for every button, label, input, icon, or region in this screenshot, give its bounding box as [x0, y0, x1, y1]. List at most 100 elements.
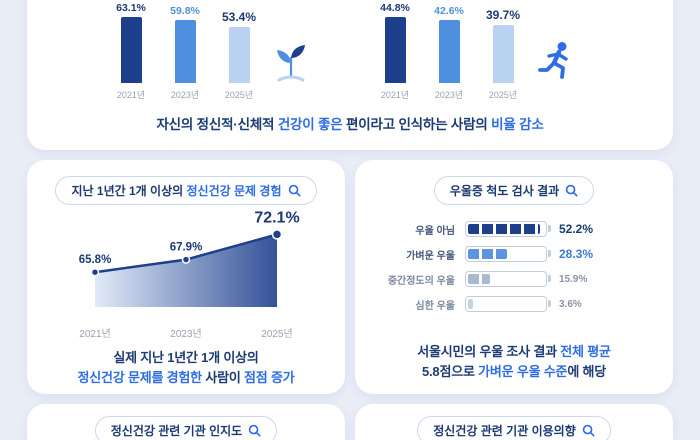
battery-fill: [468, 274, 490, 284]
text-segment: 정신건강 관련 기관 이용의향: [433, 424, 576, 438]
bar: [228, 27, 250, 83]
depression-caption: 서울시민의 우울 조사 결과 전체 평균 5.8점으로 가벼운 우울 수준에 해…: [417, 342, 611, 382]
text-segment: 정신건강 문제 경험: [186, 184, 282, 198]
depression-caption-line1: 서울시민의 우울 조사 결과 전체 평균: [417, 342, 611, 362]
bar-value-label: 63.1%: [116, 2, 146, 14]
magnifier-icon: [288, 184, 301, 197]
battery-gauge: [465, 246, 551, 262]
battery-gauge: [465, 296, 551, 312]
depression-card: 우울증 척도 검사 결과 우울 아님 52.2% 가벼운 우울 28.3% 중간정도의 …: [355, 160, 673, 394]
text-segment: 사람이: [201, 370, 245, 386]
usage-intent-card: 정신건강 관련 기관 이용의향: [355, 404, 673, 440]
battery-fill: [468, 224, 541, 234]
text-segment: 5.8점으로: [421, 363, 479, 379]
area-chart-svg: 65.8% 2021년 67.9% 2023년 72.1% 2025년: [79, 209, 300, 340]
battery-gauge: [465, 271, 551, 287]
text-segment: 자신의 정신적·신체적: [156, 117, 278, 132]
depression-scale-rows: 우울 아님 52.2% 가벼운 우울 28.3% 중간정도의 우울 15.9% 심한 우울 3…: [369, 221, 659, 312]
bar-value-label: 59.8%: [170, 5, 200, 17]
bar-category-label: 2023년: [170, 90, 200, 100]
bar-column: 42.6% 2023년: [429, 5, 469, 101]
scale-label: 우울 아님: [415, 225, 455, 237]
mental-health-bar-chart: 63.1% 2021년 59.8% 2023년 53.4% 2025년: [111, 2, 259, 101]
bar-category-label: 2021년: [380, 90, 410, 100]
bar-value-label: 39.7%: [485, 8, 521, 22]
awareness-card: 정신건강 관련 기관 인지도: [27, 404, 345, 440]
experience-trend-chart: 65.8% 2021년 67.9% 2023년 72.1% 2025년: [47, 209, 325, 348]
experience-caption-line1: 실제 지난 1년간 1개 이상의: [78, 348, 295, 368]
text-segment: 에 해당: [567, 363, 607, 379]
usage-intent-card-title: 정신건강 관련 기관 이용의향: [417, 416, 611, 440]
depression-card-title-text: 우울증 척도 검사 결과: [450, 182, 559, 199]
depression-scale-row: 심한 우울 3.6%: [369, 296, 659, 312]
scale-value: 3.6%: [559, 298, 582, 310]
bar-category-label: 2021년: [116, 90, 146, 100]
health-perception-section: 63.1% 2021년 59.8% 2023년 53.4% 2025년 44.8% 2021…: [27, 0, 673, 150]
physical-health-bar-chart: 44.8% 2021년 42.6% 2023년 39.7% 2025년: [375, 2, 523, 101]
text-segment: 가벼운 우울 수준: [478, 363, 568, 379]
scale-label: 심한 우울: [415, 300, 455, 312]
text-segment: 서울시민의 우울 조사 결과: [417, 343, 561, 359]
awareness-card-title: 정신건강 관련 기관 인지도: [94, 416, 278, 440]
bar-value-label: 53.4%: [221, 10, 257, 24]
depression-card-title: 우울증 척도 검사 결과: [433, 176, 595, 205]
awareness-card-title-text: 정신건강 관련 기관 인지도: [111, 422, 242, 439]
text-segment: 점점 증가: [244, 370, 295, 386]
svg-text:2021년: 2021년: [79, 328, 110, 340]
bar: [174, 20, 196, 83]
bar-value-label: 42.6%: [434, 5, 464, 17]
svg-text:67.9%: 67.9%: [170, 242, 203, 254]
bar-category-label: 2025년: [488, 90, 518, 100]
bar: [120, 17, 142, 83]
text-segment: 편이라고 인식하는 사람의: [342, 117, 492, 132]
bar-column: 53.4% 2025년: [219, 10, 259, 101]
experience-card: 지난 1년간 1개 이상의 정신건강 문제 경험 65.8% 2021년 67.9%…: [27, 160, 345, 394]
text-segment: 건강이 좋은: [277, 117, 343, 132]
scale-label: 가벼운 우울: [406, 250, 455, 262]
experience-caption-line2: 정신건강 문제를 경험한 사람이 점점 증가: [78, 368, 295, 388]
bar-column: 63.1% 2021년: [111, 2, 151, 101]
experience-card-title: 지난 1년간 1개 이상의 정신건강 문제 경험: [55, 176, 317, 205]
svg-text:72.1%: 72.1%: [254, 209, 299, 226]
battery-fill: [468, 249, 508, 259]
text-segment: 우울증 척도 검사 결과: [449, 184, 560, 198]
bar-value-label: 44.8%: [380, 2, 410, 14]
bar: [384, 17, 406, 83]
text-segment: 실제 지난 1년간 1개 이상의: [113, 350, 259, 365]
sprout-icon: [259, 39, 323, 101]
magnifier-icon: [248, 424, 261, 437]
depression-scale-row: 우울 아님 52.2%: [369, 221, 659, 237]
health-perception-caption: 자신의 정신적·신체적 건강이 좋은 편이라고 인식하는 사람의 비율 감소: [27, 113, 673, 133]
scale-label: 중간정도의 우울: [387, 275, 455, 287]
svg-text:65.8%: 65.8%: [79, 254, 112, 266]
bar-column: 59.8% 2023년: [165, 5, 205, 101]
experience-card-title-text: 지난 1년간 1개 이상의 정신건강 문제 경험: [71, 182, 281, 199]
text-segment: 정신건강 문제를 경험한: [77, 370, 203, 386]
magnifier-icon: [565, 184, 578, 197]
battery-gauge: [465, 221, 551, 237]
bar: [492, 25, 514, 83]
bar-column: 44.8% 2021년: [375, 2, 415, 101]
text-segment: 지난 1년간 1개 이상의: [71, 184, 187, 198]
depression-scale-row: 중간정도의 우울 15.9%: [369, 271, 659, 287]
scale-value: 28.3%: [559, 247, 594, 261]
depression-caption-line2: 5.8점으로 가벼운 우울 수준에 해당: [417, 362, 610, 382]
bar-category-label: 2025년: [224, 90, 254, 100]
bar: [438, 20, 460, 83]
svg-text:2023년: 2023년: [170, 328, 201, 340]
text-segment: 비율 감소: [491, 117, 544, 132]
top-charts-row: 63.1% 2021년 59.8% 2023년 53.4% 2025년 44.8% 2021…: [27, 2, 673, 101]
scale-value: 52.2%: [559, 222, 594, 236]
bar-column: 39.7% 2025년: [483, 8, 523, 101]
scale-value: 15.9%: [559, 273, 588, 285]
text-segment: 전체 평균: [560, 343, 611, 359]
text-segment: 정신건강 관련 기관 인지도: [110, 424, 243, 438]
usage-intent-card-title-text: 정신건강 관련 기관 이용의향: [433, 422, 575, 439]
experience-caption: 실제 지난 1년간 1개 이상의 정신건강 문제를 경험한 사람이 점점 증가: [78, 348, 295, 388]
svg-text:2025년: 2025년: [261, 328, 292, 340]
magnifier-icon: [582, 424, 595, 437]
battery-fill: [468, 299, 473, 309]
runner-icon: [523, 39, 589, 101]
depression-scale-row: 가벼운 우울 28.3%: [369, 246, 659, 262]
